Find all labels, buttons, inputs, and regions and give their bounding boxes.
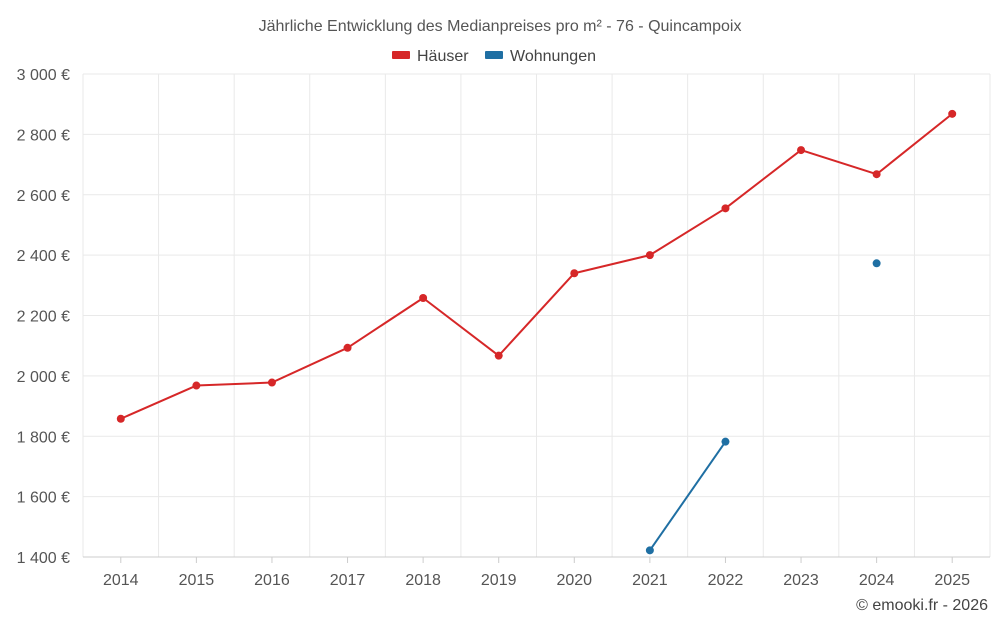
data-point [343,343,352,352]
legend-swatch [392,51,410,59]
data-point [419,293,428,302]
x-axis: 2014 2015 2016 2017 2018 2019 2020 2021 2022 2023… [103,557,970,589]
data-point [116,414,125,423]
x-tick-label: 2021 [632,572,668,589]
y-tick-label: 1 800 € [17,429,70,446]
legend-label: Wohnungen [510,48,596,65]
credit: © emooki.fr - 2026 [856,597,988,614]
data-point [872,170,881,179]
y-tick-label: 3 000 € [17,67,70,84]
legend: Häuser Wohnungen [392,48,596,65]
y-tick-label: 2 600 € [17,188,70,205]
data-point [570,269,579,278]
x-tick-label: 2015 [179,572,215,589]
data-point [721,437,730,446]
data-point [797,146,806,155]
y-tick-label: 2 400 € [17,248,70,265]
y-tick-label: 2 800 € [17,127,70,144]
series-häuser [116,109,957,423]
series-wohnungen [645,259,881,555]
data-point [645,251,654,260]
data-point [192,381,201,390]
x-tick-label: 2017 [330,572,366,589]
x-tick-label: 2023 [783,572,819,589]
x-tick-label: 2022 [708,572,744,589]
legend-swatch [485,51,503,59]
chart-title: Jährliche Entwicklung des Medianpreises … [259,18,742,35]
y-axis: 1 400 € 1 600 € 1 800 € 2 000 € 2 200 € 2 400… [17,67,70,567]
series-layer [116,109,957,555]
data-point [948,109,957,118]
y-tick-label: 1 600 € [17,490,70,507]
series-line [120,113,953,420]
y-tick-label: 2 000 € [17,369,70,386]
data-point [494,351,503,360]
x-tick-label: 2025 [934,572,970,589]
x-tick-label: 2020 [556,572,592,589]
y-tick-label: 2 200 € [17,309,70,326]
data-point [872,259,881,268]
data-point [267,378,276,387]
x-tick-label: 2019 [481,572,517,589]
x-tick-label: 2016 [254,572,290,589]
series-line [649,441,727,551]
legend-label: Häuser [417,48,469,65]
data-point [645,546,654,555]
data-point [721,204,730,213]
y-tick-label: 1 400 € [17,550,70,567]
grid [82,73,991,558]
x-tick-label: 2018 [405,572,441,589]
x-tick-label: 2024 [859,572,895,589]
x-tick-label: 2014 [103,572,139,589]
